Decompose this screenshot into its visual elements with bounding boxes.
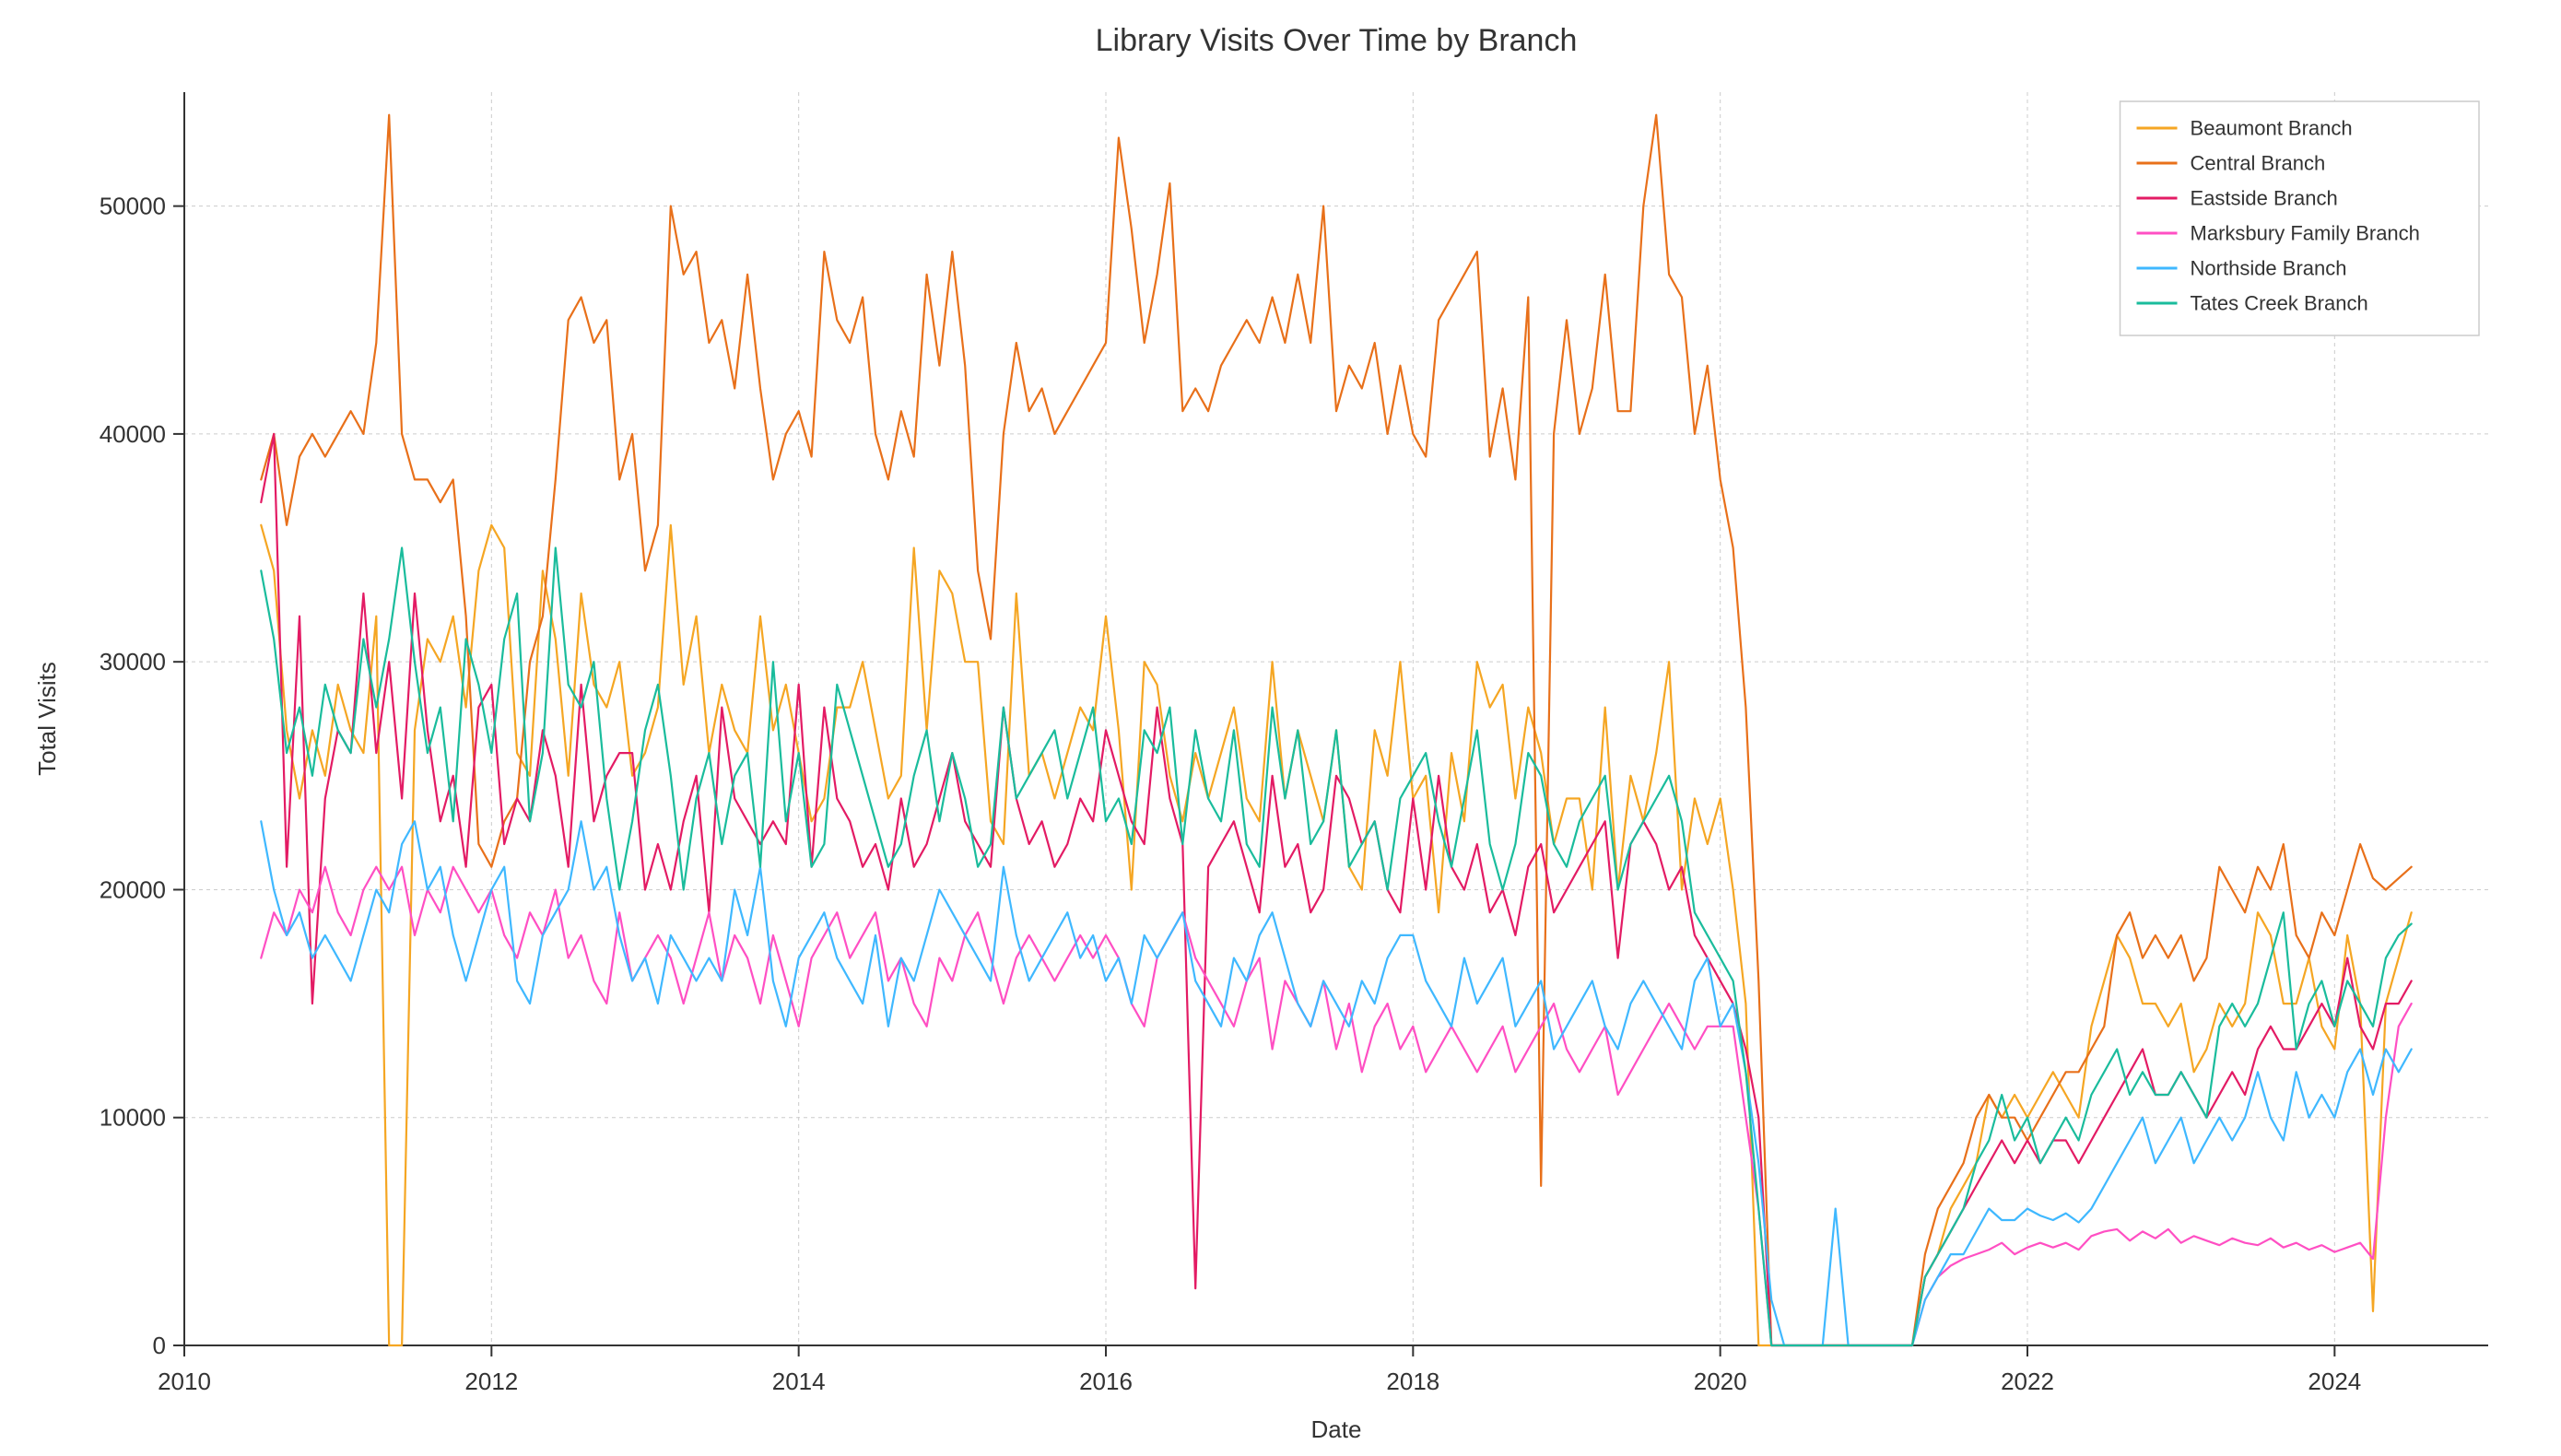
legend-label: Central Branch: [2191, 152, 2326, 175]
legend: Beaumont Branch Central Branch Eastside Br…: [2120, 101, 2479, 335]
legend-label: Tates Creek Branch: [2191, 292, 2368, 315]
x-axis-label: Date: [1311, 1415, 1362, 1443]
y-tick-label: 10000: [100, 1104, 166, 1132]
x-tick-label: 2014: [772, 1368, 826, 1395]
chart-title: Library Visits Over Time by Branch: [1096, 23, 1578, 58]
x-tick-label: 2024: [2308, 1368, 2361, 1395]
legend-label: Northside Branch: [2191, 257, 2347, 280]
x-tick-label: 2022: [2001, 1368, 2054, 1395]
line-chart: 2010 2012 2014 2016 2018 2020 2022 2024 0 10000 20…: [0, 0, 2561, 1456]
y-tick-label: 40000: [100, 420, 166, 448]
x-tick-label: 2020: [1694, 1368, 1747, 1395]
y-tick-label: 50000: [100, 193, 166, 220]
y-axis-label: Total Visits: [33, 662, 61, 776]
y-tick-label: 0: [153, 1332, 166, 1359]
legend-label: Marksbury Family Branch: [2191, 222, 2420, 245]
legend-label: Beaumont Branch: [2191, 117, 2353, 140]
y-tick-label: 30000: [100, 648, 166, 675]
y-tick-label: 20000: [100, 875, 166, 903]
x-tick-label: 2018: [1386, 1368, 1439, 1395]
x-tick-label: 2010: [158, 1368, 211, 1395]
x-tick-label: 2016: [1079, 1368, 1133, 1395]
legend-label: Eastside Branch: [2191, 187, 2338, 210]
x-tick-label: 2012: [464, 1368, 518, 1395]
chart-container: 2010 2012 2014 2016 2018 2020 2022 2024 0 10000 20…: [0, 0, 2561, 1456]
